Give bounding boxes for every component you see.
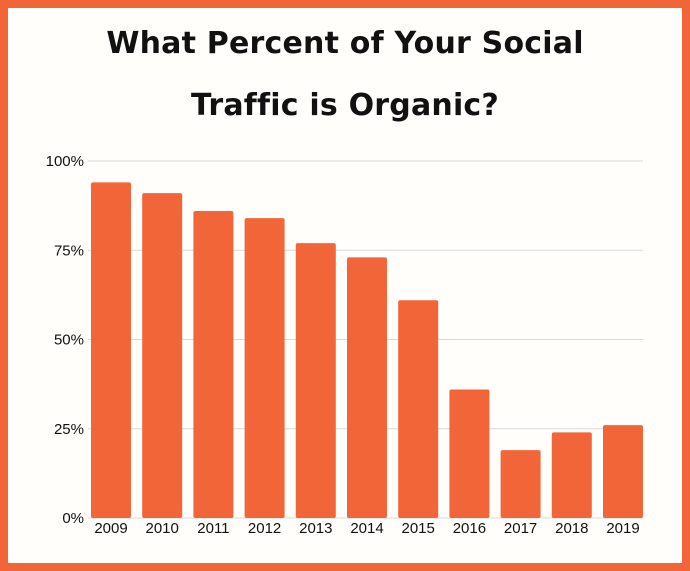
x-tick-label: 2011 bbox=[197, 520, 229, 537]
bar-2012 bbox=[244, 218, 285, 518]
x-tick-label: 2016 bbox=[453, 520, 486, 537]
x-tick-label: 2015 bbox=[402, 520, 435, 537]
y-tick-label: 100% bbox=[46, 153, 84, 170]
bar-2014 bbox=[347, 257, 387, 518]
bar-2011 bbox=[193, 210, 234, 519]
y-tick-label: 50% bbox=[54, 332, 84, 349]
bar-2019 bbox=[603, 425, 643, 518]
y-axis-ticks: 0% 25% 50% 75% 100% bbox=[46, 153, 84, 527]
x-tick-label: 2018 bbox=[555, 520, 588, 537]
x-tick-label: 2017 bbox=[504, 520, 537, 537]
bar-2018 bbox=[551, 432, 592, 518]
bar-2016 bbox=[449, 389, 490, 518]
bars bbox=[91, 182, 643, 519]
bar-2009 bbox=[91, 182, 131, 519]
x-tick-label: 2010 bbox=[146, 520, 179, 537]
bar-2013 bbox=[295, 243, 336, 519]
chart-title-line-1: What Percent of Your Social bbox=[106, 26, 584, 61]
y-tick-label: 25% bbox=[54, 421, 84, 438]
bar-2010 bbox=[142, 193, 183, 518]
x-tick-label: 2009 bbox=[94, 520, 127, 537]
y-tick-label: 75% bbox=[54, 242, 84, 259]
x-tick-label: 2014 bbox=[350, 520, 383, 537]
bar-2015 bbox=[398, 300, 439, 518]
bar-2017 bbox=[500, 450, 541, 518]
chart-title-line-2: Traffic is Organic? bbox=[190, 88, 500, 123]
x-tick-label: 2019 bbox=[606, 520, 639, 537]
x-tick-label: 2012 bbox=[248, 520, 281, 537]
y-tick-label: 0% bbox=[62, 510, 84, 527]
x-tick-label: 2013 bbox=[299, 520, 332, 537]
x-axis-labels: 2009 2010 2011 2012 2013 2014 2015 2016 2017 2018… bbox=[94, 520, 639, 537]
